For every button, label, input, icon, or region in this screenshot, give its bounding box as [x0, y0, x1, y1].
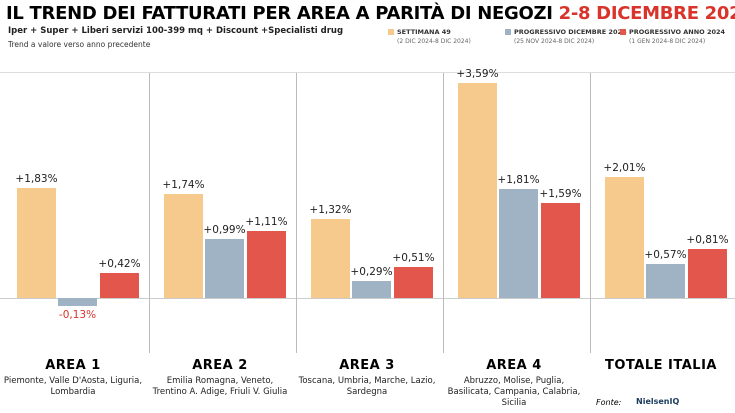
legend-period: (2 DIC 2024-8 DIC 2024): [397, 38, 471, 45]
value-label: +1,11%: [245, 216, 288, 229]
note: Trend a valore verso anno precedente: [8, 40, 151, 49]
legend-swatch: [388, 29, 394, 35]
bar: [58, 298, 97, 306]
bar: [458, 82, 497, 298]
bar: [394, 267, 433, 298]
legend-label: PROGRESSIVO ANNO 2024: [629, 28, 726, 36]
value-label: +0,99%: [203, 223, 246, 236]
value-label: +0,29%: [350, 265, 393, 278]
category-label: AREA 4: [486, 358, 542, 373]
bar: [688, 249, 727, 298]
category-label: AREA 3: [339, 358, 395, 373]
value-label: +0,81%: [686, 234, 729, 247]
source-label: Fonte:: [596, 398, 622, 407]
bar: [352, 280, 391, 298]
value-label: +0,51%: [392, 252, 435, 265]
bar: [541, 202, 580, 298]
category-label: AREA 1: [45, 358, 101, 373]
top-rule: [0, 72, 735, 73]
value-label: +1,81%: [497, 174, 540, 187]
bar: [247, 231, 286, 298]
title-date: 2-8 DICEMBRE 2024: [558, 3, 735, 24]
bar: [205, 238, 244, 298]
category-label: AREA 2: [192, 358, 248, 373]
value-label: +1,74%: [162, 178, 205, 191]
legend-label: PROGRESSIVO DICEMBRE 2024: [514, 28, 627, 36]
bar: [164, 193, 203, 298]
region-label: Piemonte, Valle D'Aosta, Liguria, Lombar…: [3, 376, 143, 397]
title-text: IL TREND DEI FATTURATI PER AREA A PARITÀ…: [6, 3, 553, 24]
value-label: +1,83%: [15, 173, 58, 186]
legend-period: (1 GEN 2024-8 DIC 2024): [629, 38, 706, 45]
subtitle: Iper + Super + Liberi servizi 100-399 mq…: [8, 26, 344, 36]
value-label: +0,57%: [644, 248, 687, 261]
bar: [499, 189, 538, 298]
region-label: Toscana, Umbria, Marche, Lazio, Sardegna: [298, 376, 436, 397]
group-separator: [149, 73, 150, 353]
chart-title: IL TREND DEI FATTURATI PER AREA A PARITÀ…: [6, 3, 735, 24]
bar: [17, 188, 56, 298]
value-label: +1,59%: [539, 187, 582, 200]
baseline: [0, 298, 735, 299]
value-label: +0,42%: [98, 257, 141, 270]
legend-swatch: [620, 29, 626, 35]
bar: [311, 218, 350, 298]
source-logo: NielsenIQ: [636, 397, 680, 406]
value-label: +2,01%: [603, 162, 646, 175]
value-label: +1,32%: [309, 203, 352, 216]
bar: [646, 263, 685, 298]
group-separator: [590, 73, 591, 353]
bar: [100, 272, 139, 298]
legend-swatch: [505, 29, 511, 35]
value-label: -0,13%: [58, 308, 97, 321]
bar: [605, 177, 644, 298]
value-label: +3,59%: [456, 67, 499, 80]
group-separator: [296, 73, 297, 353]
group-separator: [443, 73, 444, 353]
legend-label: SETTIMANA 49: [397, 28, 451, 36]
region-label: Abruzzo, Molise, Puglia, Basilicata, Cam…: [447, 376, 581, 408]
legend-period: (25 NOV 2024-8 DIC 2024): [514, 38, 595, 45]
category-label: TOTALE ITALIA: [605, 358, 717, 373]
region-label: Emilia Romagna, Veneto, Trentino A. Adig…: [152, 376, 288, 397]
